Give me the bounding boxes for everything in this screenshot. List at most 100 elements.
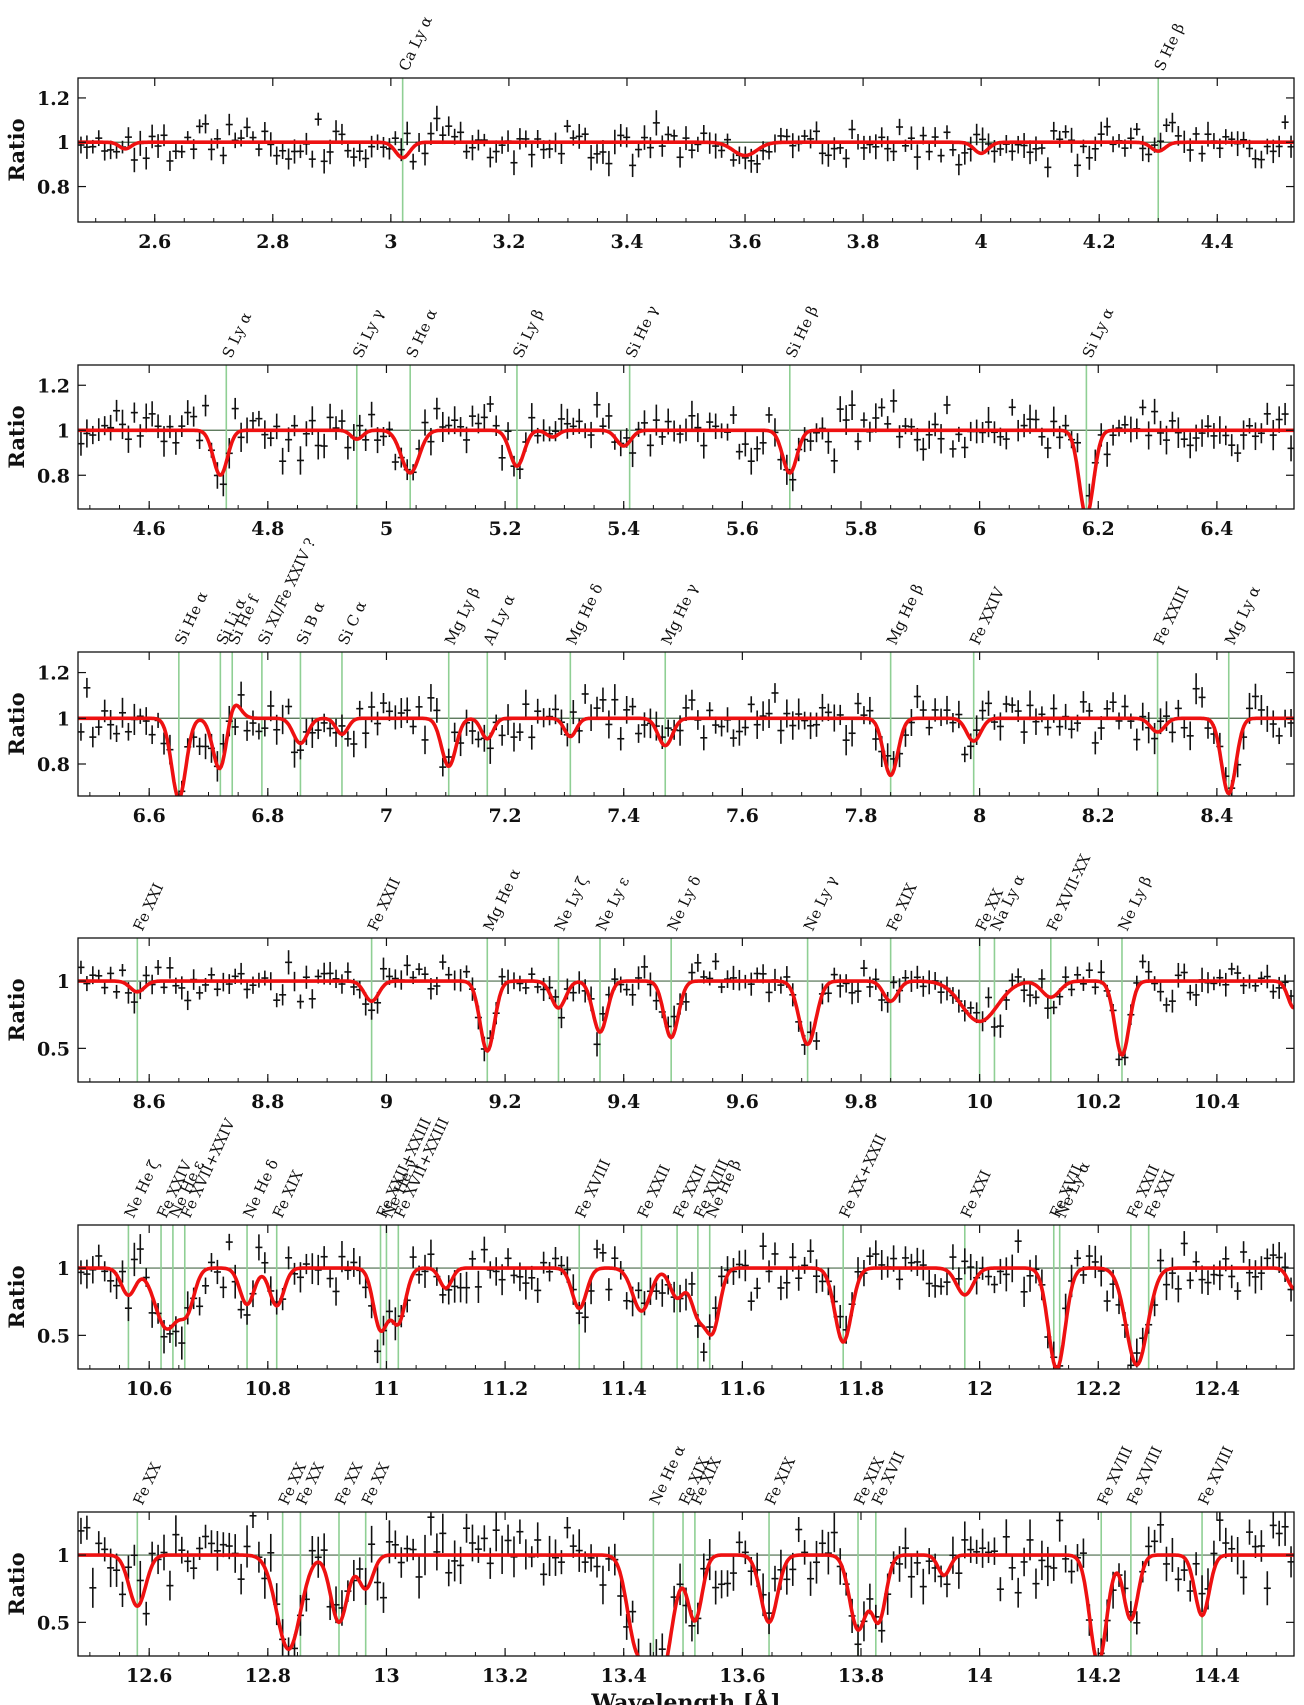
plot-area [78,1225,1294,1369]
x-tick-label: 4.8 [251,518,284,540]
y-axis-label: Ratio [4,118,29,181]
line-id-label: Mg He γ [658,581,702,648]
plot-area [78,652,1294,796]
y-axis-label: Ratio [4,405,29,468]
line-id-label: Fe XIX [761,1454,799,1508]
x-tick-label: 10.6 [126,1378,172,1400]
x-tick-label: 4 [975,231,988,253]
x-tick-label: 5 [380,518,393,540]
x-tick-label: 5.4 [607,518,640,540]
y-tick-label: 0.8 [37,754,70,776]
line-id-label: Fe XXI [130,880,168,933]
x-tick-label: 8.2 [1082,805,1115,827]
line-id-label: Si Ly β [509,306,547,360]
line-id-label: S He α [403,306,441,361]
line-id-label: Si He γ [622,303,662,361]
line-id-label: Ne Ly β [1114,873,1155,934]
x-tick-label: 7.8 [844,805,877,827]
x-tick-label: 3.4 [610,231,643,253]
line-id-label: Fe XXII [634,1162,674,1221]
model-curve [78,1553,1294,1656]
line-id-label: Fe XXIII [1150,583,1193,647]
y-tick-label: 0.5 [37,1038,70,1060]
line-id-label: Si B α [293,599,329,648]
x-tick-label: 13.4 [601,1665,647,1687]
x-tick-label: 10 [966,1091,992,1113]
line-id-label: Ca Ly α [395,13,436,73]
x-tick-label: 8 [973,805,986,827]
line-id-label: Si C α [334,598,370,647]
x-tick-label: 4.4 [1201,231,1234,253]
plot-area [78,78,1294,222]
y-tick-label: 0.8 [37,177,70,199]
line-id-label: Fe XVII-XX [1043,851,1094,934]
x-tick-label: 9.8 [844,1091,877,1113]
line-id-label: Fe XVIII [1194,1443,1237,1507]
y-tick-label: 1 [57,132,70,154]
y-axis-label: Ratio [4,1552,29,1615]
panel-5: 10.6 10.8 11 11.2 11.4 11.6 11.8 12 12.2 12.4 0.5 1… [4,1115,1295,1400]
line-id-label: Ne Ly γ [800,873,841,934]
y-tick-label: 1.2 [37,88,70,110]
y-axis-label: Ratio [4,692,29,755]
x-tick-label: 6.4 [1200,518,1233,540]
x-tick-label: 13.2 [482,1665,528,1687]
y-tick-label: 1 [57,971,70,993]
line-id-label: Si He α [171,589,211,648]
x-tick-label: 9 [380,1091,393,1113]
line-id-label: S Ly α [219,309,256,360]
plot-area [78,365,1294,509]
x-tick-label: 7 [380,805,393,827]
x-tick-label: 3.2 [492,231,525,253]
x-tick-label: 2.8 [256,231,289,253]
x-tick-label: 9.2 [489,1091,522,1113]
x-tick-label: 11.6 [719,1378,765,1400]
x-tick-label: 7.4 [607,805,640,827]
model-curve [78,1266,1294,1369]
panel-frame [77,651,1295,797]
model-curve [78,140,1294,160]
x-tick-label: 10.2 [1075,1091,1121,1113]
x-tick-label: 10.4 [1194,1091,1240,1113]
plot-area [78,1512,1294,1656]
line-id-label: Al Ly α [479,592,518,649]
line-id-label: Mg He β [883,581,927,648]
line-id-label: Si He β [782,303,822,361]
line-id-label: Ne Ly ζ [551,874,592,934]
x-tick-label: 9.6 [726,1091,759,1113]
y-tick-label: 1 [57,1545,70,1567]
x-tick-label: 6.2 [1082,518,1115,540]
model-curve [78,703,1294,796]
panel-frame [77,937,1295,1083]
line-id-label: S He β [1151,20,1189,73]
x-tick-label: 13 [373,1665,399,1687]
y-tick-label: 0.5 [37,1612,70,1634]
line-id-label: Si Ly γ [349,306,387,361]
x-tick-label: 13.6 [719,1665,765,1687]
x-tick-label: 11 [373,1378,399,1400]
line-id-label: Fe XX [130,1459,165,1507]
x-tick-label: 11.4 [601,1378,647,1400]
x-tick-label: 4.2 [1083,231,1116,253]
plot-area [78,938,1294,1082]
x-tick-label: 6.6 [133,805,166,827]
panel-1: 2.6 2.8 3 3.2 3.4 3.6 3.8 4 4.2 4.4 0.8 1 1.2 Ratio Ca… [4,13,1295,253]
x-tick-label: 7.2 [489,805,522,827]
line-id-label: Mg Ly α [1221,583,1264,648]
y-tick-label: 1 [57,708,70,730]
model-curve [78,979,1294,1057]
x-tick-label: 5.2 [489,518,522,540]
line-id-label: Fe XIX [883,880,921,934]
y-tick-label: 0.5 [37,1325,70,1347]
y-tick-label: 0.8 [37,465,70,487]
x-tick-label: 9.4 [607,1091,640,1113]
x-tick-label: 6 [973,518,986,540]
x-tick-label: 8.4 [1200,805,1233,827]
line-id-label: Fe XX+XXII [836,1131,891,1221]
line-id-label: Fe XXIV [966,583,1009,647]
panel-6: 12.6 12.8 13 13.2 13.4 13.6 13.8 14 14.2 14.4 0.5 1… [4,1442,1295,1705]
x-tick-label: 11.8 [838,1378,884,1400]
x-tick-label: 11.2 [482,1378,528,1400]
line-id-label: Fe XVIII [572,1156,615,1220]
x-tick-label: 14 [966,1665,992,1687]
